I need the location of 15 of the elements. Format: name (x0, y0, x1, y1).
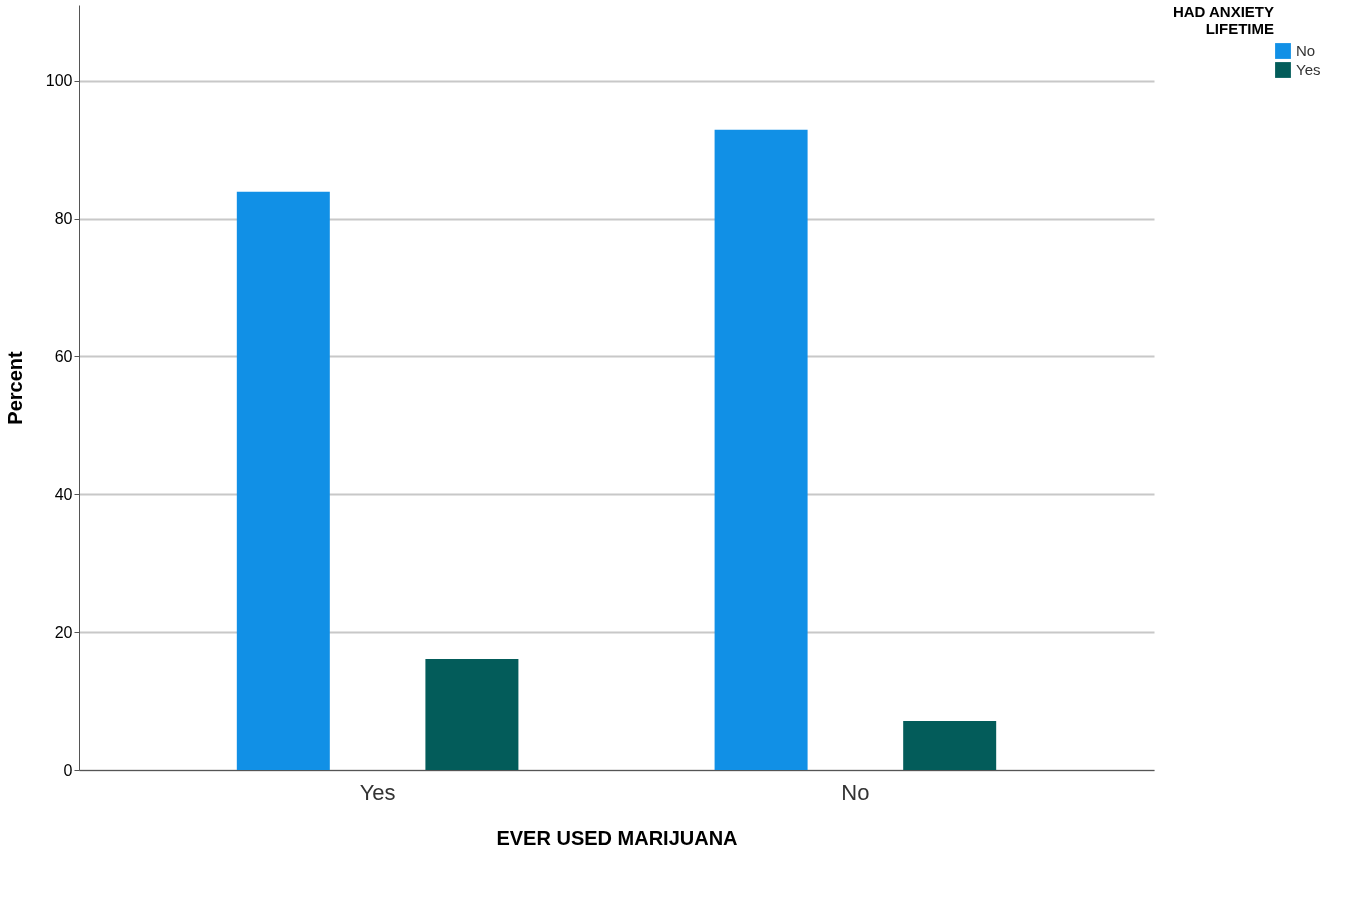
bar (425, 659, 519, 770)
bar (714, 129, 808, 770)
y-tick-label: 80 (54, 210, 73, 228)
y-tick-label: 20 (54, 623, 73, 641)
y-tick-label: 40 (54, 485, 73, 503)
x-axis-title: EVER USED MARIJUANA (496, 826, 738, 849)
y-tick-label: 0 (63, 761, 73, 779)
legend-label: Yes (1296, 61, 1321, 78)
bar (236, 191, 330, 770)
legend-label: No (1296, 42, 1316, 59)
y-tick-label: 60 (54, 347, 73, 365)
bar (903, 721, 997, 770)
y-axis-title: Percent (3, 350, 26, 425)
legend-title: HAD ANXIETY LIFETIME (1172, 3, 1274, 37)
y-tick-label: 100 (45, 72, 73, 90)
